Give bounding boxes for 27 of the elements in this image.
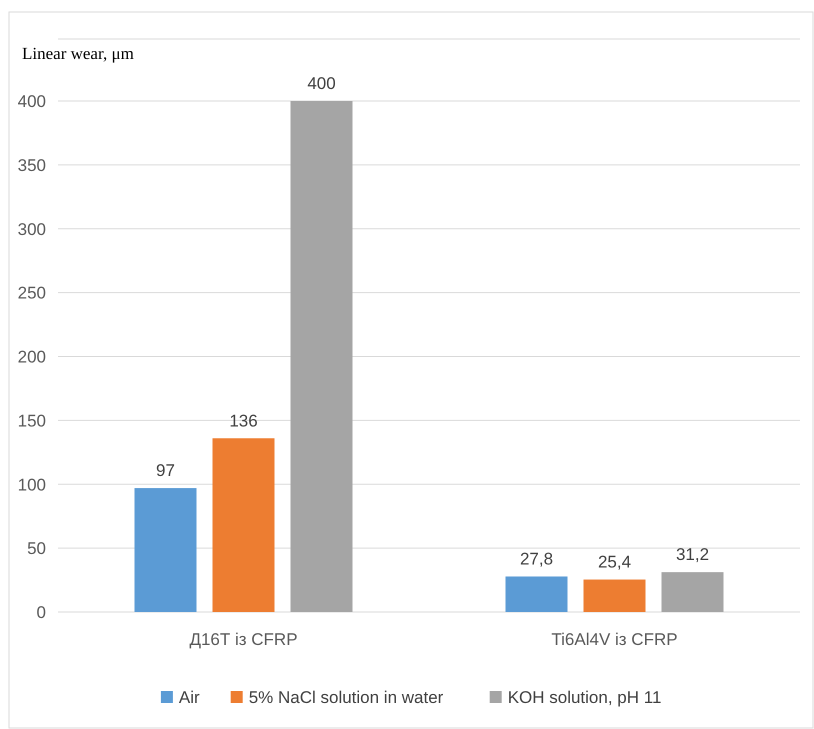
data-label: 27,8 — [520, 549, 554, 568]
y-tick-label: 350 — [18, 156, 46, 175]
bar — [506, 576, 568, 612]
y-tick-label: 100 — [18, 475, 46, 494]
y-tick-label: 200 — [18, 348, 46, 366]
data-label: 25,4 — [598, 552, 632, 572]
legend-label: 5% NaCl solution in water — [248, 688, 444, 707]
bar — [212, 438, 274, 612]
legend-label: Air — [178, 688, 200, 707]
y-tick-label: 400 — [18, 92, 46, 111]
bar — [134, 488, 196, 612]
y-tick-label: 150 — [18, 411, 46, 430]
y-tick-label: 0 — [36, 603, 46, 622]
y-tick-label: 300 — [18, 220, 46, 239]
y-tick-label: 250 — [18, 284, 46, 303]
legend-label: KOH solution, pH 11 — [508, 688, 662, 707]
x-tick-label: Ti6Al4V із CFRP — [551, 630, 678, 649]
y-tick-label: 50 — [27, 539, 46, 558]
bar — [584, 580, 646, 612]
x-tick-label: Д16Т із CFRP — [189, 630, 298, 649]
y-axis-title: Linear wear, μm — [22, 44, 134, 63]
data-label: 136 — [229, 411, 258, 430]
data-label: 97 — [156, 461, 175, 480]
bar — [290, 101, 352, 612]
data-label: 400 — [307, 74, 336, 93]
bar — [662, 572, 724, 612]
data-label: 31,2 — [676, 545, 710, 564]
